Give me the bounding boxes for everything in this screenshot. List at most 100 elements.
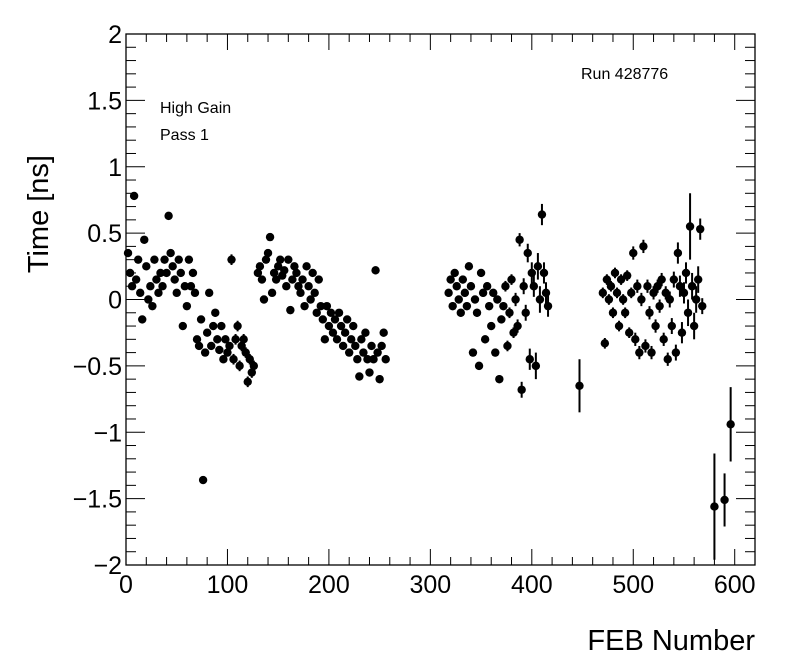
data-point	[332, 335, 342, 344]
data-point	[375, 374, 384, 384]
data-point	[298, 275, 307, 284]
data-point	[164, 211, 173, 221]
data-point	[162, 268, 171, 278]
data-point	[365, 368, 374, 377]
data-point	[144, 295, 153, 304]
data-point	[575, 381, 584, 390]
data-point	[446, 275, 455, 284]
data-point	[602, 275, 612, 284]
data-point	[726, 420, 735, 429]
data-point	[381, 355, 390, 364]
data-point	[629, 248, 638, 258]
data-point	[525, 355, 534, 364]
data-point	[509, 328, 518, 337]
x-tick-label: 400	[511, 571, 553, 599]
data-point	[507, 275, 516, 284]
x-tick-label: 200	[308, 571, 350, 599]
data-point	[192, 335, 202, 344]
data-point	[351, 341, 360, 351]
data-point	[166, 248, 175, 258]
y-axis-title: Time [ns]	[23, 155, 55, 273]
data-point	[687, 282, 697, 291]
data-point	[539, 268, 549, 278]
data-point	[696, 224, 705, 234]
data-point	[673, 248, 683, 258]
data-point	[322, 301, 332, 311]
data-point	[513, 321, 522, 331]
data-point	[334, 308, 344, 317]
data-point	[265, 232, 275, 242]
data-point	[194, 341, 204, 351]
data-point	[280, 266, 289, 275]
data-point	[489, 288, 498, 298]
data-point	[710, 502, 719, 511]
data-point	[622, 271, 632, 280]
data-point	[657, 275, 666, 284]
data-point	[503, 341, 512, 351]
data-point	[679, 288, 689, 298]
y-tick-label: 0	[108, 287, 122, 315]
data-point	[154, 288, 163, 298]
data-point	[468, 348, 478, 357]
x-tick-label: 500	[612, 571, 654, 599]
data-point	[355, 372, 364, 381]
data-point	[515, 235, 524, 244]
data-point	[464, 262, 474, 271]
data-point	[152, 275, 161, 284]
data-point	[200, 348, 210, 357]
data-point	[300, 301, 309, 311]
data-point	[215, 345, 224, 355]
data-point	[342, 315, 352, 324]
annotation-run: Run 428776	[581, 66, 668, 83]
data-point	[517, 385, 526, 394]
data-point	[178, 321, 188, 331]
data-point	[470, 295, 480, 304]
data-point	[146, 282, 155, 291]
data-point	[537, 210, 547, 219]
y-tick-label: −1	[93, 419, 122, 447]
data-point	[340, 328, 350, 337]
data-point	[456, 308, 465, 317]
data-point	[472, 308, 482, 317]
data-point	[685, 222, 695, 231]
data-point	[142, 262, 151, 271]
x-tick-label: 600	[714, 571, 756, 599]
data-point	[651, 321, 660, 331]
data-point	[174, 255, 183, 264]
data-point	[190, 288, 200, 298]
data-point	[133, 255, 143, 264]
data-point	[641, 341, 650, 351]
y-tick-label: 1	[108, 154, 122, 182]
y-tick-label: −2	[93, 552, 122, 580]
data-point	[361, 328, 370, 337]
data-point	[310, 288, 319, 298]
data-point	[462, 301, 472, 311]
data-point	[620, 308, 630, 317]
data-point	[156, 268, 165, 278]
data-point	[454, 295, 463, 304]
data-point	[604, 295, 614, 304]
data-point	[211, 308, 220, 317]
data-point	[531, 361, 541, 371]
data-point	[649, 288, 658, 298]
data-point	[239, 335, 248, 344]
data-point	[665, 295, 674, 304]
data-point	[614, 321, 624, 331]
data-point	[511, 295, 520, 304]
data-point	[312, 308, 321, 317]
data-point	[478, 288, 488, 298]
y-tick-label: −1.5	[73, 486, 122, 514]
data-point	[529, 282, 539, 291]
data-point	[476, 268, 486, 278]
data-point	[610, 268, 620, 278]
data-point	[474, 361, 484, 371]
data-point	[209, 321, 218, 331]
data-point	[450, 268, 459, 278]
data-point	[176, 268, 185, 278]
data-point	[637, 295, 646, 304]
data-point	[643, 282, 652, 291]
data-point	[229, 355, 238, 364]
data-point	[608, 308, 618, 317]
data-point	[188, 268, 198, 278]
